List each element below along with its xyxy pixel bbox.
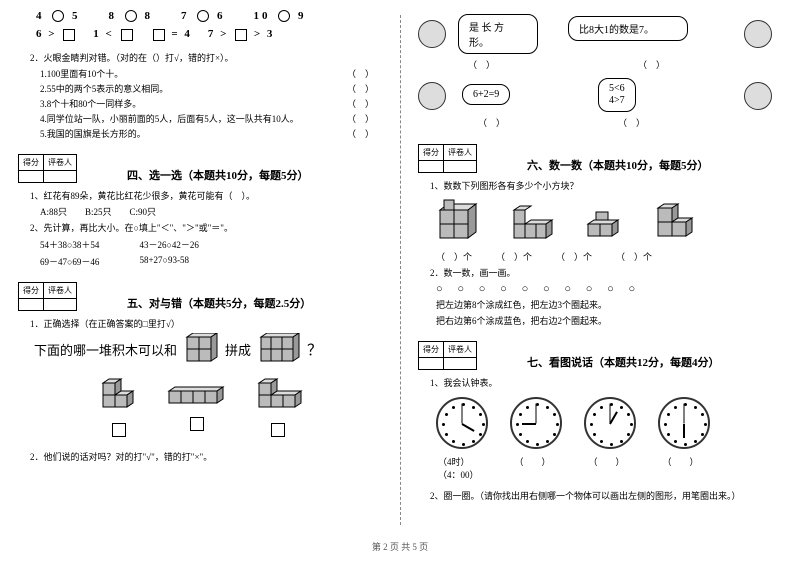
score-table: 得分评卷人 (18, 154, 77, 183)
clock-4 (658, 397, 710, 449)
paren: （ ） (347, 112, 374, 125)
section-4-header: 得分评卷人 四、选一选（本题共10分，每题5分） (18, 154, 382, 183)
compare-circles-row: 4 5 8 8 7 6 10 9 (36, 10, 382, 22)
s6-rule-2: 把右边第6个涂成蓝色，把右边2个圈起来。 (436, 314, 782, 327)
paren: （ ） (347, 127, 374, 140)
time-2: （ ） (515, 455, 551, 481)
time-labels-row: （4时） （4：00） （ ） （ ） （ ） (438, 455, 782, 481)
q2-item-1: 1.100里面有10个十。（ ） (40, 67, 382, 80)
bubble-2: 比8大1的数是7。 (568, 16, 688, 41)
paren: （ ） (468, 58, 495, 71)
section-7-title: 七、看图说话（本题共12分，每题4分） (527, 354, 720, 370)
cube-group-4-icon (652, 198, 704, 246)
score-label: 得分 (19, 282, 44, 298)
blocks-question: 下面的哪一堆积木可以和 拼成 ？ (34, 333, 382, 367)
grader-label: 评卷人 (44, 282, 77, 298)
question-mark: ？ (307, 339, 322, 360)
score-table: 得分评卷人 (418, 341, 477, 370)
count-paren-row: （ ）个 （ ）个 （ ）个 （ ）个 (436, 250, 782, 263)
box-1: 6 > (36, 28, 77, 40)
section-4-title: 四、选一选（本题共10分，每题5分） (127, 167, 309, 183)
section-7-header: 得分评卷人 七、看图说话（本题共12分，每题4分） (418, 341, 782, 370)
time-4: （ ） (663, 455, 699, 481)
q2-item-5: 5.我国的国旗是长方形的。（ ） (40, 127, 382, 140)
paren: （ ） (347, 67, 374, 80)
q2-item-3: 3.8个十和80个一同样多。（ ） (40, 97, 382, 110)
paren: （ ） (618, 116, 645, 129)
cube-group-3-icon (582, 198, 630, 246)
s4-pairs-2: 69－47○69－46 58+27○93-58 (40, 255, 382, 268)
s4-q1: 1、红花有89朵，黄花比红花少很多，黄花可能有（ ）。 (30, 189, 382, 202)
s4-q1-options: A:88只 B:25只 C:90只 (40, 205, 382, 218)
face-icon (418, 82, 446, 110)
s6-q2: 2．数一数，画一画。 (430, 266, 782, 279)
bubble-1: 是 长 方 形。 (458, 14, 538, 54)
grader-label: 评卷人 (444, 342, 477, 358)
clock-1 (436, 397, 488, 449)
score-table: 得分评卷人 (18, 282, 77, 311)
cube-group-1-icon (434, 198, 486, 246)
face-icon (418, 20, 446, 48)
face-icon (744, 20, 772, 48)
time-1: （4时） （4：00） (438, 455, 479, 481)
cmp-4: 10 9 (254, 10, 307, 22)
block-option-1 (97, 377, 141, 440)
page-footer: 第 2 页 共 5 页 (0, 540, 800, 553)
score-label: 得分 (419, 342, 444, 358)
s5-q1: 1．正确选择（在正确答案的□里打√） (30, 317, 382, 330)
box-2: 1 < (93, 28, 134, 40)
block-option-3 (253, 377, 303, 440)
s6-rule-1: 把左边第8个涂成红色，把左边3个圈起来。 (436, 298, 782, 311)
face-icon (744, 82, 772, 110)
q2-item-4: 4.同学位站一队，小丽前面的5人，后面有5人，这一队共有10人。（ ） (40, 112, 382, 125)
s5-q2: 2．他们说的话对吗？对的打"√"，错的打"×"。 (30, 450, 382, 463)
paren: （ ） (478, 116, 505, 129)
s7-q2: 2、圈一圈。（请你找出用右侧哪一个物体可以画出左侧的图形，用笔圈出来。） (430, 489, 782, 502)
cube-group-2-icon (508, 198, 560, 246)
grader-label: 评卷人 (444, 145, 477, 161)
cmp-1: 4 5 (36, 10, 81, 22)
grader-label: 评卷人 (44, 154, 77, 170)
bubble-4: 5<6 4>7 (598, 78, 636, 112)
s4-q2: 2、先计算，再比大小。在○填上"＜"、"＞"或"＝"。 (30, 221, 382, 234)
bubble-3: 6+2=9 (462, 84, 510, 105)
s4-pairs-1: 54＋38○38＋54 43－26○42－26 (40, 238, 382, 251)
box-3: = 4 (151, 28, 192, 40)
score-label: 得分 (419, 145, 444, 161)
clock-2 (510, 397, 562, 449)
fill-box-row: 6 > 1 < = 4 7 > > 3 (36, 28, 382, 40)
cube-count-row (434, 198, 782, 246)
score-label: 得分 (19, 154, 44, 170)
section-5-header: 得分评卷人 五、对与错（本题共5分，每题2.5分） (18, 282, 382, 311)
q2-item-2: 2.55中的两个5表示的意义相同。（ ） (40, 82, 382, 95)
paren: （ ） (347, 82, 374, 95)
speech-bubbles-area: 是 长 方 形。 比8大1的数是7。 （ ） （ ） 6+2=9 5<6 4>7… (418, 10, 782, 130)
section-5-title: 五、对与错（本题共5分，每题2.5分） (127, 295, 311, 311)
s6-q1: 1、数数下列图形各有多少个小方块？ (430, 179, 782, 192)
box-4: 7 > > 3 (208, 28, 275, 40)
circles-row: ○ ○ ○ ○ ○ ○ ○ ○ ○ ○ (436, 283, 782, 295)
cube-ref-1-icon (183, 333, 219, 367)
block-option-2 (163, 383, 231, 434)
right-column: 是 长 方 形。 比8大1的数是7。 （ ） （ ） 6+2=9 5<6 4>7… (400, 0, 800, 565)
clocks-row (436, 397, 782, 449)
cube-ref-2-icon (257, 333, 301, 367)
cmp-3: 7 6 (181, 10, 226, 22)
cmp-2: 8 8 (109, 10, 154, 22)
paren: （ ） (347, 97, 374, 110)
time-3: （ ） (589, 455, 625, 481)
left-column: 4 5 8 8 7 6 10 9 6 > 1 < = 4 7 > > 3 2．火… (0, 0, 400, 565)
section-6-title: 六、数一数（本题共10分，每题5分） (527, 157, 709, 173)
paren: （ ） (638, 58, 665, 71)
q2-title: 2．火眼金睛判对错。（对的在（）打√，错的打×）。 (30, 51, 382, 64)
s7-q1: 1、我会认钟表。 (430, 376, 782, 389)
score-table: 得分评卷人 (418, 144, 477, 173)
block-options-row (18, 377, 382, 440)
section-6-header: 得分评卷人 六、数一数（本题共10分，每题5分） (418, 144, 782, 173)
clock-3 (584, 397, 636, 449)
